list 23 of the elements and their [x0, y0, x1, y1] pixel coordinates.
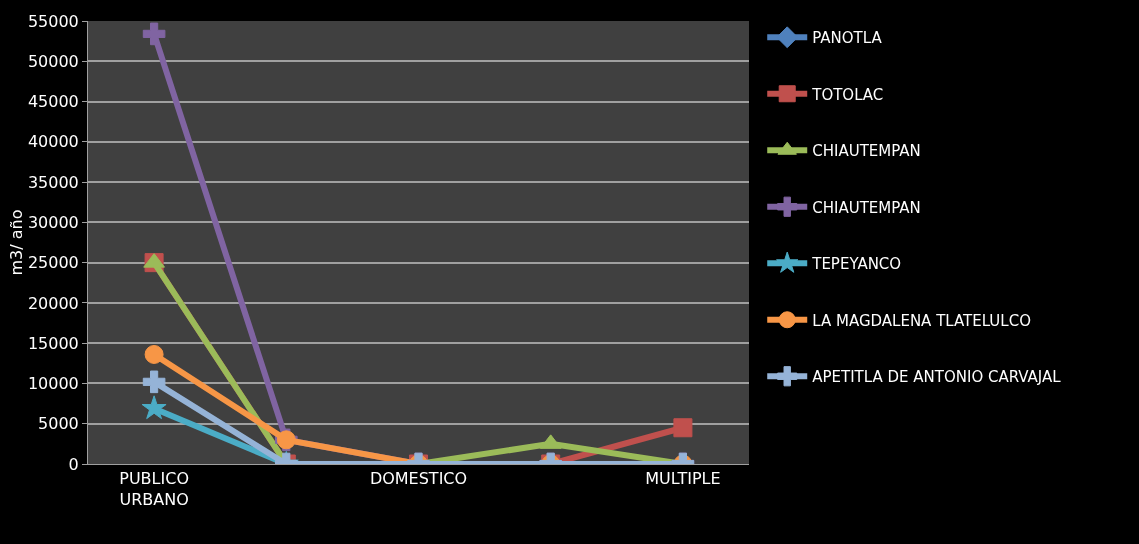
- legend-label: PANOTLA: [812, 29, 883, 48]
- y-tick-label: 20000: [27, 293, 79, 313]
- y-tick-label: 5000: [38, 414, 79, 434]
- x-tick-label: MULTIPLE: [645, 469, 721, 489]
- x-tick-label: DOMESTICO: [369, 469, 468, 489]
- y-tick-label: 35000: [27, 172, 79, 192]
- legend-label: LA MAGDALENA TLATELULCO: [812, 311, 1031, 330]
- y-tick-label: 15000: [27, 333, 79, 353]
- y-tick-label: 45000: [27, 92, 79, 112]
- legend-label: TOTOLAC: [811, 85, 884, 104]
- legend-label: CHIAUTEMPAN: [812, 198, 921, 217]
- y-tick-label: 0: [68, 454, 79, 474]
- y-tick-label: 10000: [27, 374, 79, 394]
- y-tick-label: 50000: [27, 51, 79, 71]
- y-tick-label: 30000: [27, 212, 79, 232]
- y-tick-label: 40000: [27, 132, 79, 152]
- y-axis-title: m3/ año: [6, 209, 26, 276]
- legend-label: TEPEYANCO: [811, 255, 902, 274]
- y-tick-label: 55000: [27, 11, 79, 31]
- legend-label: APETITLA DE ANTONIO CARVAJAL: [812, 368, 1062, 387]
- y-tick-label: 25000: [27, 253, 79, 273]
- legend-label: CHIAUTEMPAN: [812, 142, 921, 161]
- x-tick-label: PUBLICO URBANO: [119, 469, 189, 509]
